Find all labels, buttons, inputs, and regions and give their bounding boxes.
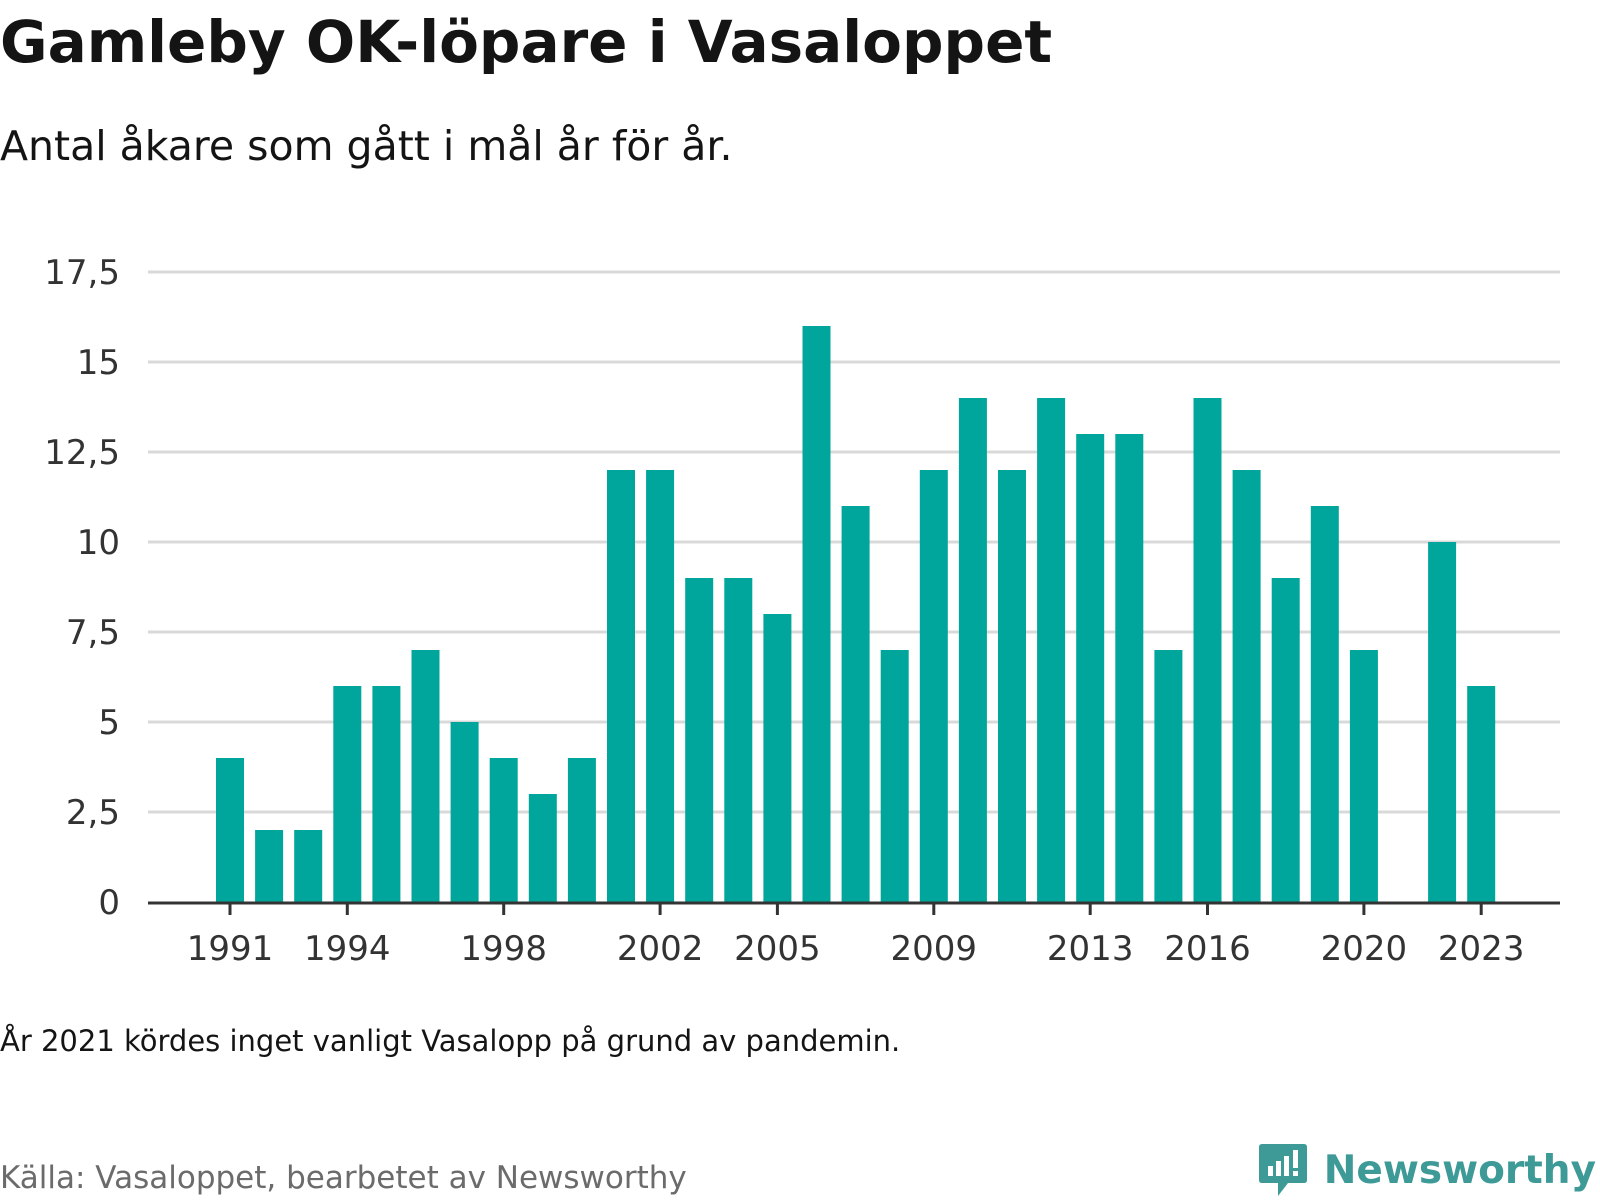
x-tick-label: 2009	[891, 929, 978, 969]
brand: Newsworthy	[1258, 1140, 1596, 1200]
bar	[1467, 686, 1496, 902]
brand-name: Newsworthy	[1323, 1147, 1596, 1193]
bar	[998, 470, 1026, 902]
x-tick-label: 1994	[304, 929, 391, 969]
bar	[763, 614, 792, 902]
bar	[1115, 434, 1144, 902]
y-tick-label: 5	[98, 703, 120, 743]
bar	[1154, 650, 1183, 902]
bar	[489, 758, 518, 902]
bar	[646, 470, 675, 902]
y-tick-label: 15	[77, 343, 120, 383]
bar	[333, 686, 362, 902]
chart-subtitle: Antal åkare som gått i mål år för år.	[0, 122, 733, 170]
bar	[880, 650, 909, 902]
bar	[724, 578, 753, 902]
y-axis-tick-labels: 0 2,5 5 7,5 10 12,5 15 17,5	[44, 253, 120, 923]
bar	[958, 398, 987, 902]
footnote: År 2021 kördes inget vanligt Vasalopp på…	[0, 1024, 901, 1058]
bar	[607, 470, 635, 902]
bar	[1349, 650, 1378, 902]
bars	[216, 326, 1496, 902]
y-tick-label: 10	[77, 523, 120, 563]
bar	[1310, 506, 1339, 902]
bar	[1076, 434, 1105, 902]
y-tick-label: 2,5	[66, 793, 120, 833]
bar	[1232, 470, 1261, 902]
bar	[450, 722, 479, 902]
bar	[567, 758, 596, 902]
y-tick-label: 17,5	[44, 253, 120, 293]
x-tick-label: 2023	[1438, 929, 1525, 969]
bar	[841, 506, 870, 902]
x-tick-label: 2002	[617, 929, 704, 969]
bar	[528, 794, 557, 902]
bar	[216, 758, 244, 902]
bar-chart-speech-bubble-icon	[1258, 1144, 1307, 1196]
x-tick-label: 2005	[734, 929, 821, 969]
y-tick-label: 0	[98, 883, 120, 923]
bar	[1193, 398, 1222, 902]
x-axis-ticks: 1991 1994 1998 2002 2005 2009 2013 2016 2020 2023	[187, 903, 1525, 969]
x-tick-label: 1998	[460, 929, 547, 969]
x-tick-label: 2016	[1164, 929, 1251, 969]
bar	[294, 830, 323, 902]
bar	[372, 686, 401, 902]
x-tick-label: 1991	[187, 929, 274, 969]
bar	[1271, 578, 1300, 902]
bar	[919, 470, 948, 902]
y-tick-label: 7,5	[66, 613, 120, 653]
bar	[1428, 542, 1457, 902]
y-tick-label: 12,5	[44, 433, 120, 473]
bar	[1037, 398, 1066, 902]
chart-title: Gamleby OK-löpare i Vasaloppet	[0, 8, 1053, 76]
bar	[802, 326, 831, 902]
bar-chart: 0 2,5 5 7,5 10 12,5 15 17,5 1991 1994 1998 2002 200…	[44, 253, 1560, 969]
bar	[411, 650, 440, 902]
x-tick-label: 2020	[1321, 929, 1408, 969]
source-text: Källa: Vasaloppet, bearbetet av Newswort…	[0, 1160, 687, 1196]
bar	[255, 830, 284, 902]
bar	[685, 578, 714, 902]
x-tick-label: 2013	[1047, 929, 1134, 969]
